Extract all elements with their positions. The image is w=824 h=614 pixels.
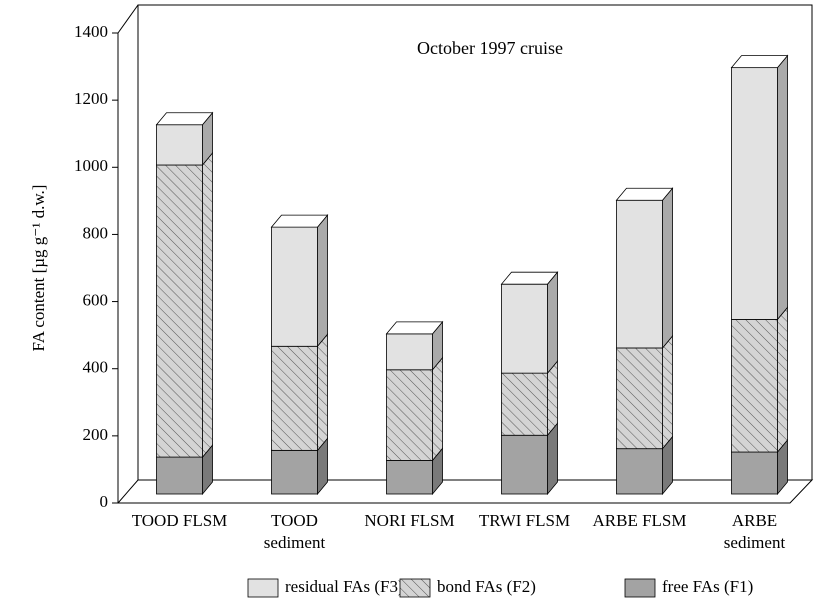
x-tick-label: TOOD FLSM [131,511,228,530]
bar-segment [731,451,778,495]
y-tick-label: 800 [83,223,109,242]
x-tick-label: TRWI FLSM [478,511,571,530]
bar-segment [386,460,433,495]
back-wall [137,4,813,480]
bar-segment [501,434,548,495]
y-tick-label: 1400 [74,22,108,41]
bar-segment [731,67,778,320]
y-tick-label: 200 [83,425,109,444]
floor [116,479,814,504]
bar-top [730,55,789,69]
legend-label: residual FAs (F3) [285,577,404,596]
bar-segment [386,333,433,371]
bar-side [662,334,673,450]
bar-top [155,112,214,126]
axis-edge [117,4,139,34]
bar-side [662,187,673,350]
y-axis-label: FA content [µg g⁻¹ d.w.] [29,185,48,352]
x-tick-label: NORI FLSM [364,511,455,530]
y-tick-label: 0 [100,492,109,511]
bar-segment [271,226,318,347]
bar-segment [156,124,203,166]
x-tick-label: ARBE FLSM [592,511,687,530]
bar-segment [501,372,548,436]
bar-side [317,214,328,348]
bar-side [432,356,443,462]
y-tick-label: 1200 [74,89,108,108]
x-tick-label: TOOD sediment [263,511,326,552]
bar-side [202,151,213,459]
bar-segment [156,456,203,495]
bar-segment [501,283,548,374]
bar-side [777,54,788,321]
bar-segment [271,345,318,451]
bar-top [500,271,559,285]
bar-segment [386,369,433,461]
bar-segment [156,164,203,458]
legend-label: free FAs (F1) [662,577,753,596]
legend-swatch [247,578,279,598]
chart-title: October 1997 cruise [417,38,563,58]
bar-segment [616,199,663,349]
y-tick-label: 1000 [74,156,108,175]
bar-segment [616,448,663,495]
bar-segment [731,319,778,453]
bar-top [385,321,444,335]
bar-segment [271,449,318,495]
legend-swatch [399,578,431,598]
bar-side [547,271,558,375]
bar-side [547,360,558,437]
x-tick-label: ARBE sediment [723,511,786,552]
bar-side [317,333,328,452]
y-tick-label: 400 [83,358,109,377]
bar-segment [616,347,663,450]
legend-label: bond FAs (F2) [437,577,536,596]
bar-top [270,214,329,228]
bar-top [615,187,674,201]
y-tick-label: 600 [83,290,109,309]
bar-side [777,306,788,454]
legend-swatch [624,578,656,598]
